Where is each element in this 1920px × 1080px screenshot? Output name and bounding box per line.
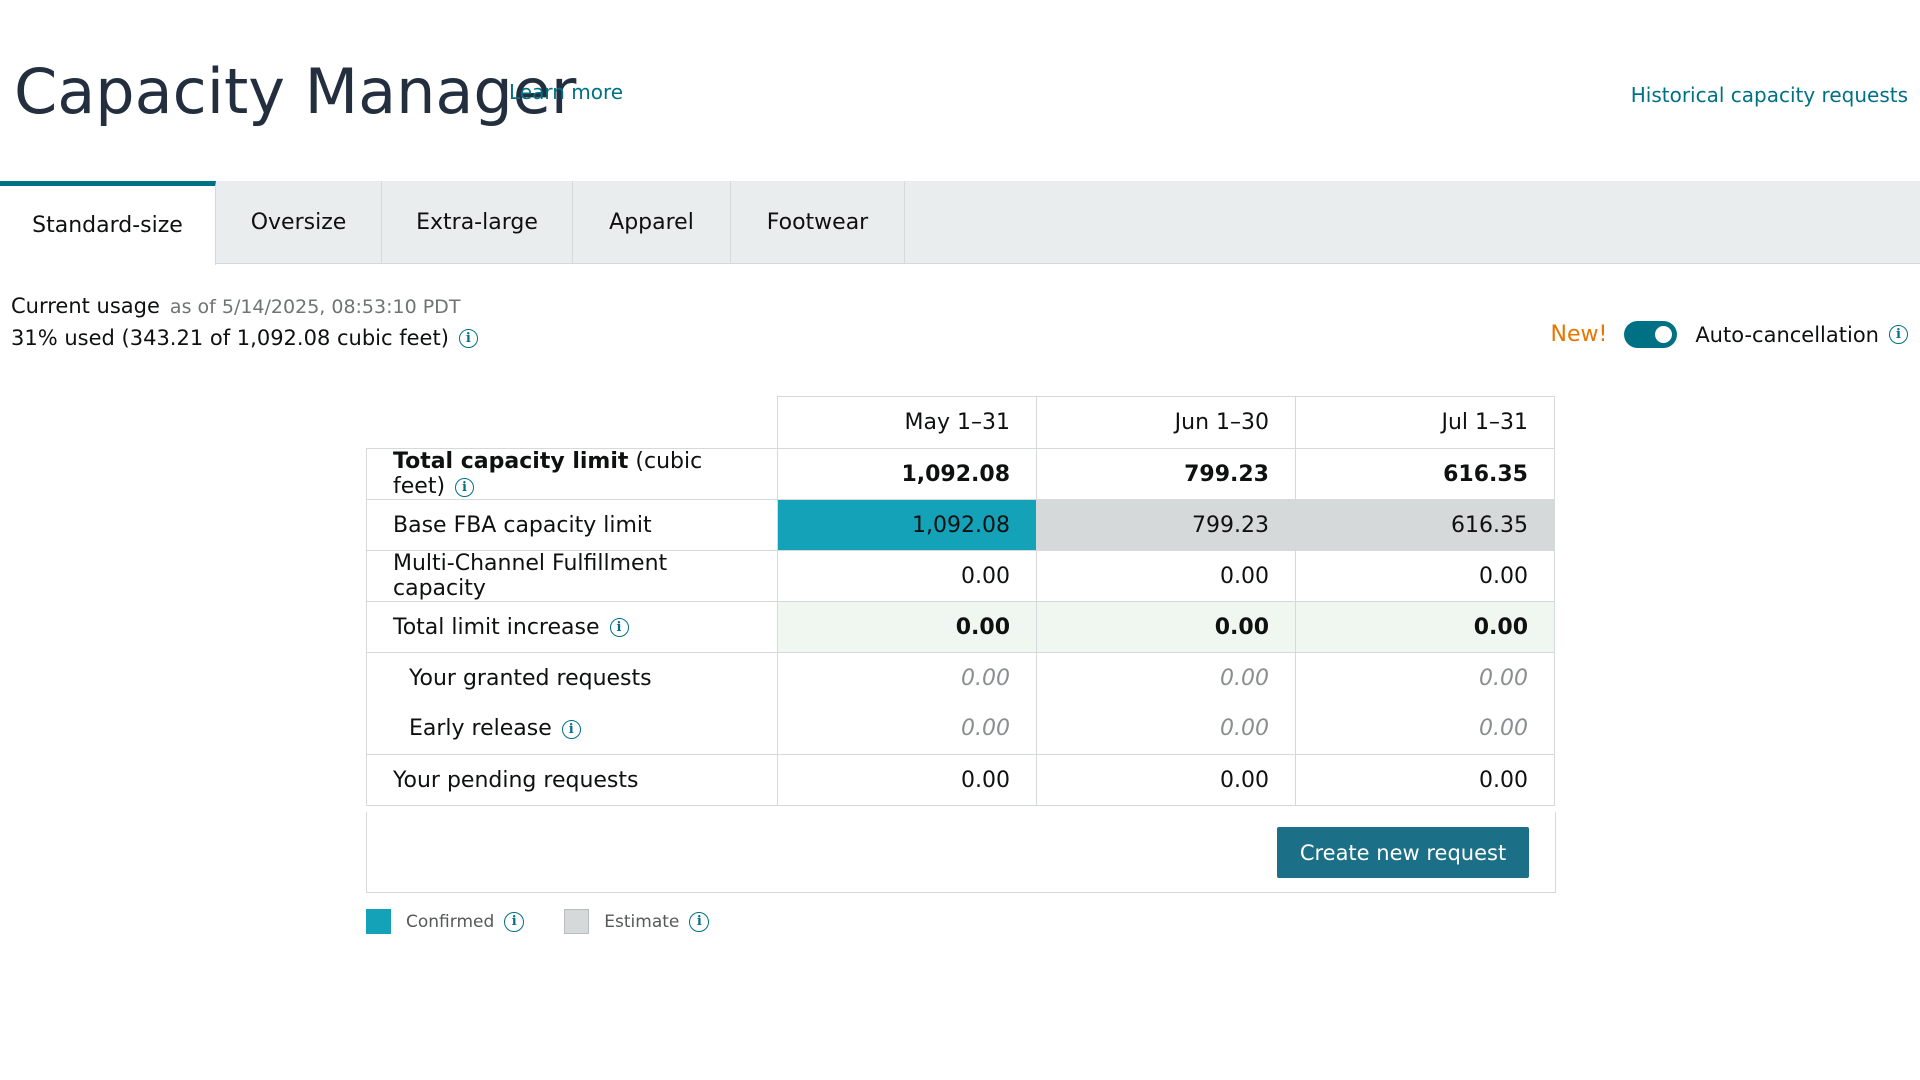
tab-apparel[interactable]: Apparel xyxy=(573,181,731,264)
total-increase-label: Total limit increase xyxy=(393,614,600,640)
table-row-base-fba: Base FBA capacity limit 1,092.08 799.23 … xyxy=(366,499,1555,551)
table-cell: 0.00 xyxy=(1036,754,1296,806)
info-icon[interactable]: i xyxy=(1889,325,1908,344)
table-cell: 0.00 xyxy=(1036,652,1296,704)
page-title: Capacity Manager xyxy=(14,55,577,128)
auto-cancellation-toggle[interactable] xyxy=(1624,321,1678,348)
usage-summary: 31% used (343.21 of 1,092.08 cubic feet)… xyxy=(11,326,478,350)
row-label: Early release i xyxy=(366,703,778,755)
table-cell: 0.00 xyxy=(1295,754,1555,806)
table-row-early-release: Early release i 0.00 0.00 0.00 xyxy=(366,703,1555,755)
table-header-row: May 1–31 Jun 1–30 Jul 1–31 xyxy=(367,396,1555,449)
table-row-mcf: Multi-Channel Fulfillment capacity 0.00 … xyxy=(366,550,1555,602)
learn-more-link[interactable]: Learn more xyxy=(509,80,624,104)
table-cell: 0.00 xyxy=(777,703,1037,755)
total-capacity-label: Total capacity limit xyxy=(393,449,629,474)
header-blank-cell xyxy=(367,397,778,449)
row-label: Total limit increase i xyxy=(366,601,778,653)
confirmed-swatch xyxy=(366,909,391,934)
create-new-request-button[interactable]: Create new request xyxy=(1277,827,1529,878)
usage-timestamp: as of 5/14/2025, 08:53:10 PDT xyxy=(169,296,461,318)
legend: Confirmed i Estimate i xyxy=(366,909,749,934)
tab-extra-large[interactable]: Extra-large xyxy=(382,181,573,264)
table-row-granted: Your granted requests 0.00 0.00 0.00 xyxy=(366,652,1555,704)
auto-cancellation-control: New! Auto-cancellation i xyxy=(1550,321,1908,348)
table-cell: 0.00 xyxy=(1036,550,1296,602)
info-icon[interactable]: i xyxy=(458,328,478,348)
table-action-row: Create new request xyxy=(366,812,1556,893)
info-icon[interactable]: i xyxy=(504,911,525,932)
row-label: Multi-Channel Fulfillment capacity xyxy=(366,550,778,602)
row-label: Your granted requests xyxy=(366,652,778,704)
row-label: Total capacity limit (cubic feet) i xyxy=(366,448,778,500)
table-cell: 0.00 xyxy=(1295,550,1555,602)
table-cell: 0.00 xyxy=(1036,703,1296,755)
column-header-jul: Jul 1–31 xyxy=(1295,396,1555,449)
usage-value: 31% used (343.21 of 1,092.08 cubic feet) xyxy=(11,326,449,350)
table-cell: 616.35 xyxy=(1295,448,1555,500)
confirmed-cell: 1,092.08 xyxy=(777,499,1037,551)
row-label: Base FBA capacity limit xyxy=(366,499,778,551)
table-row-total-increase: Total limit increase i 0.00 0.00 0.00 xyxy=(366,601,1555,653)
tab-standard-size[interactable]: Standard-size xyxy=(0,181,216,265)
table-cell: 0.00 xyxy=(1295,601,1555,653)
tab-oversize[interactable]: Oversize xyxy=(216,181,382,264)
legend-label: Confirmed xyxy=(406,911,495,932)
early-release-label: Early release xyxy=(409,716,552,742)
info-icon[interactable]: i xyxy=(609,618,629,637)
estimate-cell: 799.23 xyxy=(1036,499,1296,551)
info-icon[interactable]: i xyxy=(455,477,475,497)
table-row-pending: Your pending requests 0.00 0.00 0.00 xyxy=(366,754,1555,806)
tab-footwear[interactable]: Footwear xyxy=(731,181,905,264)
table-row-total-capacity: Total capacity limit (cubic feet) i 1,092… xyxy=(366,448,1555,500)
legend-label: Estimate xyxy=(604,911,680,932)
size-tab-bar: Standard-size Oversize Extra-large Appar… xyxy=(0,181,1920,265)
auto-cancellation-label: Auto-cancellation xyxy=(1695,322,1879,347)
historical-requests-link[interactable]: Historical capacity requests xyxy=(1630,83,1908,107)
info-icon[interactable]: i xyxy=(689,911,710,932)
toggle-knob xyxy=(1655,326,1673,343)
column-header-may: May 1–31 xyxy=(777,396,1037,449)
estimate-swatch xyxy=(564,909,590,934)
table-cell: 1,092.08 xyxy=(777,448,1037,500)
table-cell: 0.00 xyxy=(1036,601,1296,653)
new-badge: New! xyxy=(1550,322,1608,347)
column-header-jun: Jun 1–30 xyxy=(1036,396,1296,449)
table-cell: 0.00 xyxy=(1295,652,1555,704)
estimate-cell: 616.35 xyxy=(1295,499,1555,551)
legend-item-estimate: Estimate i xyxy=(564,909,710,934)
current-usage-heading: Current usage as of 5/14/2025, 08:53:10 P… xyxy=(11,294,460,318)
table-cell: 0.00 xyxy=(1295,703,1555,755)
capacity-table: May 1–31 Jun 1–30 Jul 1–31 Total capacit… xyxy=(366,396,1555,806)
table-cell: 0.00 xyxy=(777,550,1037,602)
total-capacity-unit: (cubic feet) xyxy=(393,449,703,499)
info-icon[interactable]: i xyxy=(561,719,581,739)
legend-item-confirmed: Confirmed i xyxy=(366,909,525,934)
row-label: Your pending requests xyxy=(366,754,778,806)
table-cell: 799.23 xyxy=(1036,448,1296,500)
table-cell: 0.00 xyxy=(777,601,1037,653)
current-usage-label: Current usage xyxy=(11,294,160,318)
table-cell: 0.00 xyxy=(777,754,1037,806)
table-cell: 0.00 xyxy=(777,652,1037,704)
